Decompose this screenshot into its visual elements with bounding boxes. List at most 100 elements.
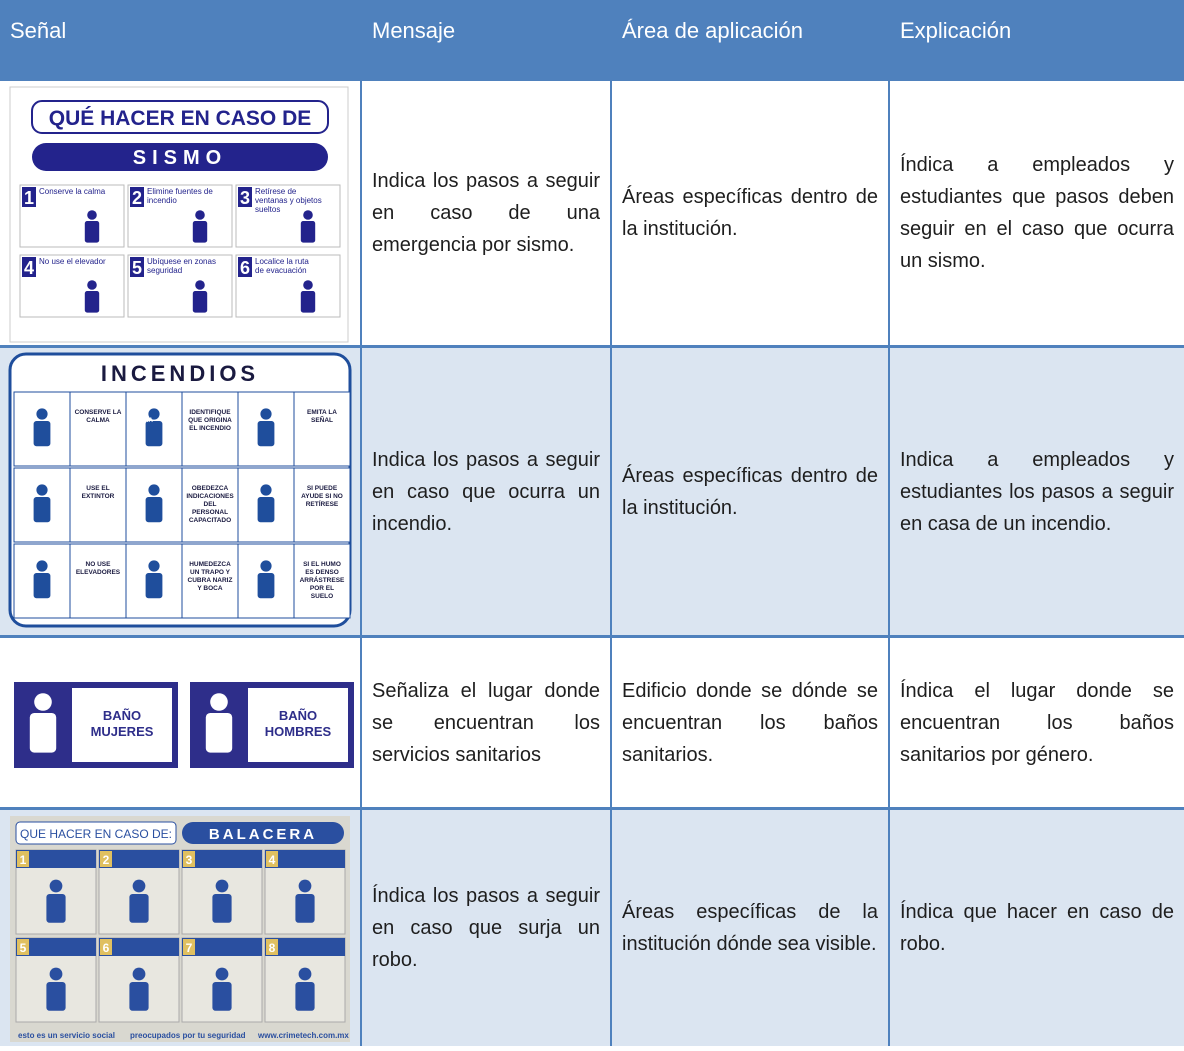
area: Áreas específicas dentro de la instituci…: [622, 464, 878, 519]
sign-line: MUJERES: [91, 724, 154, 739]
icon: [257, 573, 275, 599]
step-box: [19, 254, 125, 318]
step-header: [99, 850, 179, 868]
explicacion: Índica el lugar donde se encuentran los …: [900, 679, 1174, 766]
step-header: [265, 938, 345, 956]
step-cell: [293, 467, 351, 543]
row: INCENDIOS CONSERVE LA CALMA IDENTIFIQUE QUE…: [0, 345, 1184, 635]
subtitle-bar: [182, 822, 344, 844]
icon: [132, 879, 146, 893]
area: Áreas específicas dentro de la instituci…: [622, 186, 878, 240]
step-number: 6: [240, 258, 250, 278]
icon: [145, 497, 163, 523]
sign-title: QUE HACER EN CASO DE:: [20, 827, 172, 841]
step-number: 5: [132, 258, 142, 278]
icon: [36, 560, 48, 572]
explicacion: Índica a empleados y estudiantes que pas…: [900, 154, 1174, 272]
steps: CONSERVE LA CALMA IDENTIFIQUE QUE ORIGINA EL…: [13, 391, 351, 619]
cell: Áreas específicas dentro de la instituci…: [612, 81, 890, 345]
icon: [132, 967, 146, 981]
icon: [145, 421, 163, 447]
step-cell: [69, 543, 127, 619]
icon: [49, 879, 63, 893]
area: Edificio donde se dónde se encuentran lo…: [622, 679, 878, 766]
cell: Áreas específicas de la institución dónd…: [612, 810, 890, 1046]
icon: [300, 291, 316, 313]
icon: [148, 408, 160, 420]
explicacion: Índica que hacer en caso de robo.: [900, 901, 1174, 955]
icon: [49, 967, 63, 981]
step-header: [16, 938, 96, 956]
sign-cell: QUÉ HACER EN CASO DE SISMO 1 Conserve la …: [0, 81, 362, 345]
icon: [148, 560, 160, 572]
cell: Índica los pasos a seguir en caso que su…: [362, 810, 612, 1046]
steps: 1 Conserve la calma 2 Elimine fuentes de inc…: [19, 184, 341, 318]
step-header: [265, 850, 345, 868]
icon: [260, 484, 272, 496]
icon: [210, 693, 228, 711]
row: QUÉ HACER EN CASO DE SISMO 1 Conserve la …: [0, 78, 1184, 345]
steps: 1 2 3 4 5 6 7 8: [15, 849, 346, 1023]
step-cell: [293, 391, 351, 467]
step-number: 1: [24, 188, 34, 208]
subtitle-bar: [32, 143, 328, 171]
icon: [260, 408, 272, 420]
icon: [33, 421, 51, 447]
mensaje: Indica los pasos a seguir en caso que oc…: [372, 448, 600, 535]
sign-subtitle: SISMO: [133, 147, 227, 169]
cell: Edificio donde se dónde se encuentran lo…: [612, 638, 890, 807]
sign-cell: BAÑO MUJERES BAÑO HOMBRES: [0, 638, 362, 807]
icon: [87, 210, 97, 220]
step-text: EMITA LA SEÑAL: [307, 409, 337, 424]
icon: [212, 982, 232, 1011]
icon: [84, 221, 100, 243]
step-header: [182, 850, 262, 868]
icon-label: BASURA: [127, 418, 153, 424]
icon: [260, 560, 272, 572]
footer: preocupados por tu seguridad: [130, 1031, 246, 1040]
step-number: 4: [269, 853, 276, 867]
icon: [195, 210, 205, 220]
header-cell: Explicación: [890, 0, 1184, 78]
cell: Índica que hacer en caso de robo.: [890, 810, 1184, 1046]
sign-inner: [72, 688, 172, 762]
header-cell: Área de aplicación: [612, 0, 890, 78]
step-cell: [181, 543, 239, 619]
step-box: [127, 184, 233, 248]
step-text: Retírese de ventanas y objetos sueltos: [255, 187, 322, 214]
step-cell: [181, 467, 239, 543]
sign-line: HOMBRES: [265, 724, 332, 739]
step-text: Conserve la calma: [39, 187, 106, 196]
mensaje: Índica los pasos a seguir en caso que su…: [372, 885, 600, 971]
icon: [36, 408, 48, 420]
sign-cell: INCENDIOS CONSERVE LA CALMA IDENTIFIQUE QUE…: [0, 348, 362, 635]
step-number: 3: [240, 188, 250, 208]
cell: Indica a empleados y estudiantes los pas…: [890, 348, 1184, 635]
icon: [195, 280, 205, 290]
icon: [205, 713, 233, 753]
icon: [129, 982, 149, 1011]
step-text: HUMEDEZCA UN TRAPO Y CUBRA NARIZ Y BOCA: [188, 561, 233, 592]
icon: [215, 879, 229, 893]
step-number: 4: [24, 258, 34, 278]
step-number-box: [183, 851, 195, 867]
icon: [84, 291, 100, 313]
footer: www.crimetech.com.mx: [257, 1031, 349, 1040]
step-number-box: [22, 257, 36, 277]
sign-title: INCENDIOS: [101, 361, 259, 386]
step-number: 6: [103, 941, 110, 955]
step-text: NO USE ELEVADORES: [76, 561, 121, 576]
icon: [192, 291, 208, 313]
icon: [87, 280, 97, 290]
icon: [36, 484, 48, 496]
icon: [192, 221, 208, 243]
step-text: Localice la ruta de evacuación: [255, 257, 309, 275]
row: BAÑO MUJERES BAÑO HOMBRES Señaliza el lugar…: [0, 635, 1184, 807]
icon: [29, 713, 57, 753]
sign-line: BAÑO: [279, 708, 317, 723]
cell: Indica los pasos a seguir en caso que oc…: [362, 348, 612, 635]
